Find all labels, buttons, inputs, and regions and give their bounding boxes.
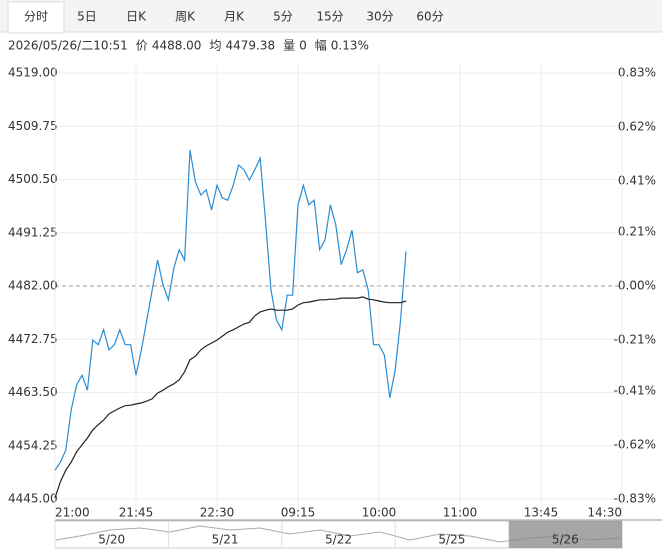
- navigator-date: 5/25: [438, 533, 465, 547]
- x-tick-label: 14:30: [587, 506, 622, 520]
- info-value: 0.13%: [331, 39, 369, 53]
- x-tick-label: 09:15: [281, 506, 316, 520]
- y2-tick-label: 0.21%: [618, 225, 656, 239]
- info-label: 幅: [315, 38, 327, 53]
- y-tick-label: 4445.00: [8, 492, 58, 506]
- tab[interactable]: 月K: [224, 10, 245, 24]
- navigator-date: 5/21: [212, 533, 239, 547]
- y2-tick-label: 0.83%: [618, 66, 656, 80]
- x-tick-label: 13:45: [524, 506, 559, 520]
- x-tick-label: 22:30: [200, 506, 235, 520]
- y-tick-label: 4519.00: [8, 66, 58, 80]
- navigator-date: 5/20: [98, 533, 125, 547]
- y2-tick-label: -0.83%: [614, 492, 656, 506]
- y2-tick-label: -0.21%: [614, 332, 656, 346]
- y2-tick-label: -0.62%: [614, 438, 656, 452]
- info-label: 价: [136, 39, 148, 53]
- y2-tick-label: -0.41%: [614, 384, 656, 398]
- tab[interactable]: 5日: [77, 10, 97, 24]
- y-tick-label: 4454.25: [8, 438, 58, 452]
- info-time: 2026/05/26/二10:51: [8, 39, 128, 53]
- y-tick-label: 4463.50: [8, 385, 58, 399]
- tab[interactable]: 周K: [175, 10, 196, 24]
- y2-tick-label: 0.00%: [618, 279, 656, 293]
- y2-tick-label: 0.41%: [618, 173, 656, 187]
- y-tick-label: 4509.75: [8, 119, 58, 133]
- navigator-date: 5/26: [552, 533, 579, 547]
- price-line: [54, 149, 407, 471]
- info-value: 4479.38: [225, 39, 275, 53]
- y-tick-label: 4500.50: [8, 172, 58, 186]
- tab[interactable]: 60分: [416, 10, 443, 24]
- info-label: 量: [283, 39, 295, 53]
- navigator-selection[interactable]: [508, 521, 622, 548]
- y-tick-label: 4491.25: [8, 225, 58, 239]
- info-value: 0: [299, 39, 307, 53]
- tab[interactable]: 分时: [24, 10, 48, 24]
- x-tick-label: 10:00: [362, 506, 397, 520]
- tab-bar: [0, 0, 662, 32]
- y2-tick-label: 0.62%: [618, 119, 656, 133]
- x-tick-label: 11:00: [443, 506, 478, 520]
- average-line: [54, 296, 407, 498]
- tab[interactable]: 30分: [366, 10, 393, 24]
- info-value: 4488.00: [152, 39, 202, 53]
- tab[interactable]: 15分: [316, 10, 343, 24]
- y-tick-label: 4472.75: [8, 332, 58, 346]
- tab[interactable]: 5分: [273, 10, 293, 24]
- info-label: 均: [209, 39, 221, 53]
- x-tick-label: 21:45: [119, 506, 154, 520]
- x-tick-label: 21:00: [55, 506, 90, 520]
- tab[interactable]: 日K: [126, 10, 147, 24]
- navigator-date: 5/22: [325, 533, 352, 547]
- y-tick-label: 4482.00: [8, 279, 58, 293]
- tab-selected-bg: [7, 1, 65, 34]
